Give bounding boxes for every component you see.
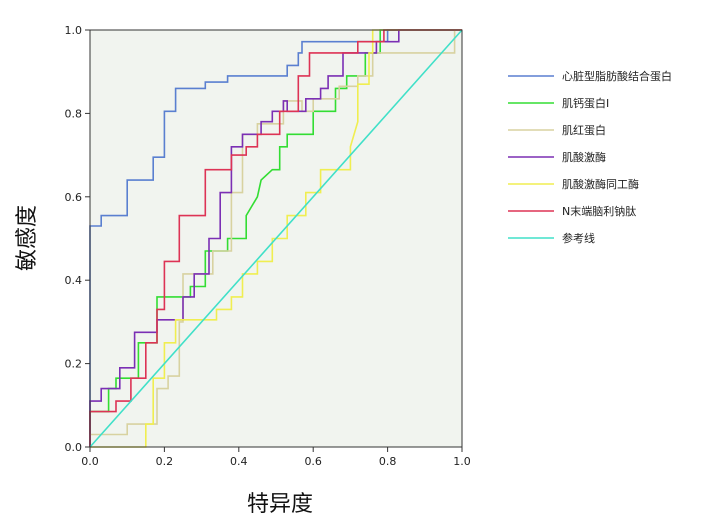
legend-label: 参考线 [562,231,595,245]
plot-frame [89,29,463,448]
y-axis-title: 敏感度 [15,205,40,271]
legend-label: 肌钙蛋白I [562,96,609,110]
y-tick-label: 0.0 [65,441,83,454]
legend-label: 肌酸激酶同工酶 [562,177,639,191]
series-line-7 [89,29,463,448]
series-line-4 [89,29,462,447]
y-tick-label: 1.0 [65,24,83,37]
series-line-5 [90,29,462,448]
series-line-1 [89,29,462,447]
series-line-6 [89,29,462,447]
x-tick-label: 0.0 [81,455,99,468]
legend-label: N末端脑利钠肽 [562,204,636,218]
series-layer [89,29,463,448]
y-tick-label: 0.2 [65,358,83,371]
legend-label: 肌红蛋白 [562,123,606,137]
x-tick-label: 0.4 [230,455,248,468]
y-tick-label: 0.6 [65,191,83,204]
legend-label: 心脏型脂肪酸结合蛋白 [562,69,672,83]
legend-label: 肌酸激酶 [562,150,606,164]
y-tick-label: 0.8 [65,107,83,120]
y-axis-ticks: 0.0 0.2 0.4 0.6 0.8 1.0 [65,24,90,454]
x-tick-label: 0.6 [304,455,322,468]
x-tick-label: 0.8 [379,455,397,468]
x-axis-ticks: 0.0 0.2 0.4 0.6 0.8 1.0 [81,447,471,468]
x-tick-label: 0.2 [156,455,174,468]
x-axis-title: 特异度 [247,492,313,517]
y-tick-label: 0.4 [65,274,83,287]
x-tick-label: 1.0 [453,455,471,468]
